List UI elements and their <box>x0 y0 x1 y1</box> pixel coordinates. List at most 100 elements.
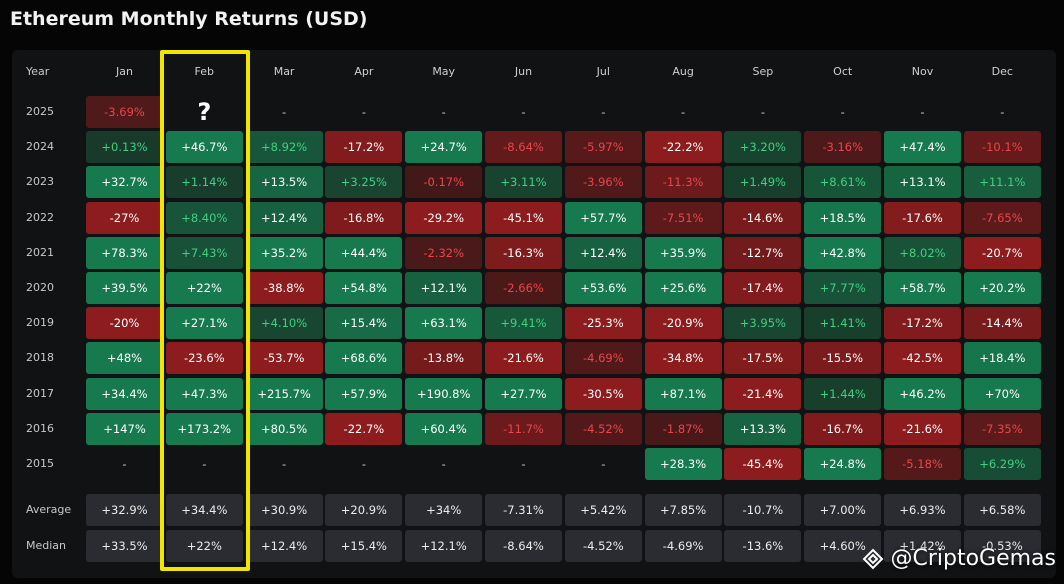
return-cell: +35.2% <box>245 236 323 269</box>
return-cell: +1.44% <box>804 377 882 410</box>
summary-cell: +7.85% <box>644 494 722 526</box>
return-cell: -3.96% <box>564 166 642 199</box>
return-cell: +3.20% <box>724 131 802 164</box>
return-cell: +48% <box>86 342 163 375</box>
return-cell: +28.3% <box>644 448 722 480</box>
year-label: 2025 <box>26 105 54 118</box>
header-cell: Jan <box>116 65 133 78</box>
return-cell: +46.7% <box>165 131 243 164</box>
return-cell: +42.8% <box>804 236 882 269</box>
summary-cell: +4.60% <box>804 530 882 562</box>
return-cell: +18.4% <box>963 342 1041 375</box>
return-cell: - <box>441 457 446 471</box>
return-cell: -42.5% <box>884 342 961 375</box>
return-cell: -22.7% <box>325 412 403 445</box>
return-cell: - <box>521 105 526 119</box>
return-cell: - <box>1000 105 1005 119</box>
return-cell: +47.3% <box>165 377 243 410</box>
return-cell: -5.97% <box>564 131 642 164</box>
return-cell: +44.4% <box>325 236 403 269</box>
return-cell: - <box>361 457 366 471</box>
summary-cell: +22% <box>165 530 243 562</box>
return-cell: +27.7% <box>485 377 562 410</box>
summary-cell: -7.31% <box>485 494 562 526</box>
return-cell: +22% <box>165 272 243 304</box>
return-cell: +54.8% <box>325 272 403 304</box>
return-cell: -14.4% <box>963 307 1041 340</box>
return-cell: +11.1% <box>963 166 1041 199</box>
return-cell: +147% <box>86 412 163 445</box>
return-cell: - <box>601 105 606 119</box>
return-cell: ? <box>197 98 212 126</box>
return-cell: - <box>840 105 845 119</box>
summary-cell: -4.52% <box>564 530 642 562</box>
summary-cell: +15.4% <box>325 530 403 562</box>
header-cell: Aug <box>672 65 694 78</box>
header-cell: Jun <box>514 65 533 78</box>
return-cell: -20% <box>86 307 163 340</box>
return-cell: -5.18% <box>884 448 961 480</box>
return-cell: -3.16% <box>804 131 882 164</box>
return-cell: +8.40% <box>165 201 243 234</box>
return-cell: -3.69% <box>86 96 163 128</box>
return-cell: +9.41% <box>485 307 562 340</box>
title: Ethereum Monthly Returns (USD) <box>10 8 368 30</box>
return-cell: -2.32% <box>405 236 483 269</box>
header-cell: May <box>432 65 456 78</box>
return-cell: +13.3% <box>724 412 802 445</box>
summary-cell: +6.58% <box>963 494 1041 526</box>
return-cell: +34.4% <box>86 377 163 410</box>
return-cell: +39.5% <box>86 272 163 304</box>
header-cell: Feb <box>194 65 215 78</box>
return-cell: +6.29% <box>963 448 1041 480</box>
header-cell: Dec <box>991 65 1013 78</box>
return-cell: +13.5% <box>245 166 323 199</box>
return-cell: -34.8% <box>644 342 722 375</box>
return-cell: -16.3% <box>485 236 562 269</box>
return-cell: +7.43% <box>165 236 243 269</box>
summary-cell: +7.00% <box>804 494 882 526</box>
summary-cell: +5.42% <box>564 494 642 526</box>
return-cell: -45.4% <box>724 448 802 480</box>
year-label: 2024 <box>26 140 54 154</box>
return-cell: +13.1% <box>884 166 961 199</box>
return-cell: -17.2% <box>884 307 961 340</box>
summary-cell: +33.5% <box>86 530 163 562</box>
return-cell: +27.1% <box>165 307 243 340</box>
return-cell: +46.2% <box>884 377 961 410</box>
return-cell: - <box>521 457 526 471</box>
return-cell: +35.9% <box>644 236 722 269</box>
return-cell: +25.6% <box>644 272 722 304</box>
return-cell: -21.6% <box>485 342 562 375</box>
return-cell: +57.7% <box>564 201 642 234</box>
return-cell: +190.8% <box>405 377 483 410</box>
return-cell: - <box>282 457 287 471</box>
return-cell: +15.4% <box>325 307 403 340</box>
year-label: 2018 <box>26 351 54 365</box>
summary-label: Average <box>26 503 72 516</box>
summary-cell: +20.9% <box>325 494 403 526</box>
return-cell: +4.10% <box>245 307 323 340</box>
return-cell: - <box>202 457 207 471</box>
return-cell: -10.1% <box>963 131 1041 164</box>
return-cell: +12.4% <box>245 201 323 234</box>
summary-cell: +34.4% <box>165 494 243 526</box>
summary-cell: -4.69% <box>644 530 722 562</box>
return-cell: -38.8% <box>245 272 323 304</box>
return-cell: +8.02% <box>884 236 961 269</box>
return-cell: - <box>601 457 606 471</box>
return-cell: -0.17% <box>405 166 483 199</box>
summary-cell: +12.4% <box>245 530 323 562</box>
header-year: Year <box>26 65 50 78</box>
return-cell: +58.7% <box>884 272 961 304</box>
header-cell: Nov <box>911 65 934 78</box>
return-cell: +80.5% <box>245 412 323 445</box>
return-cell: +60.4% <box>405 412 483 445</box>
return-cell: -8.64% <box>485 131 562 164</box>
return-cell: +24.7% <box>405 131 483 164</box>
return-cell: -2.66% <box>485 272 562 304</box>
return-cell: -20.7% <box>963 236 1041 269</box>
return-cell: +1.49% <box>724 166 802 199</box>
return-cell: -11.7% <box>485 412 562 445</box>
return-cell: +3.25% <box>325 166 403 199</box>
